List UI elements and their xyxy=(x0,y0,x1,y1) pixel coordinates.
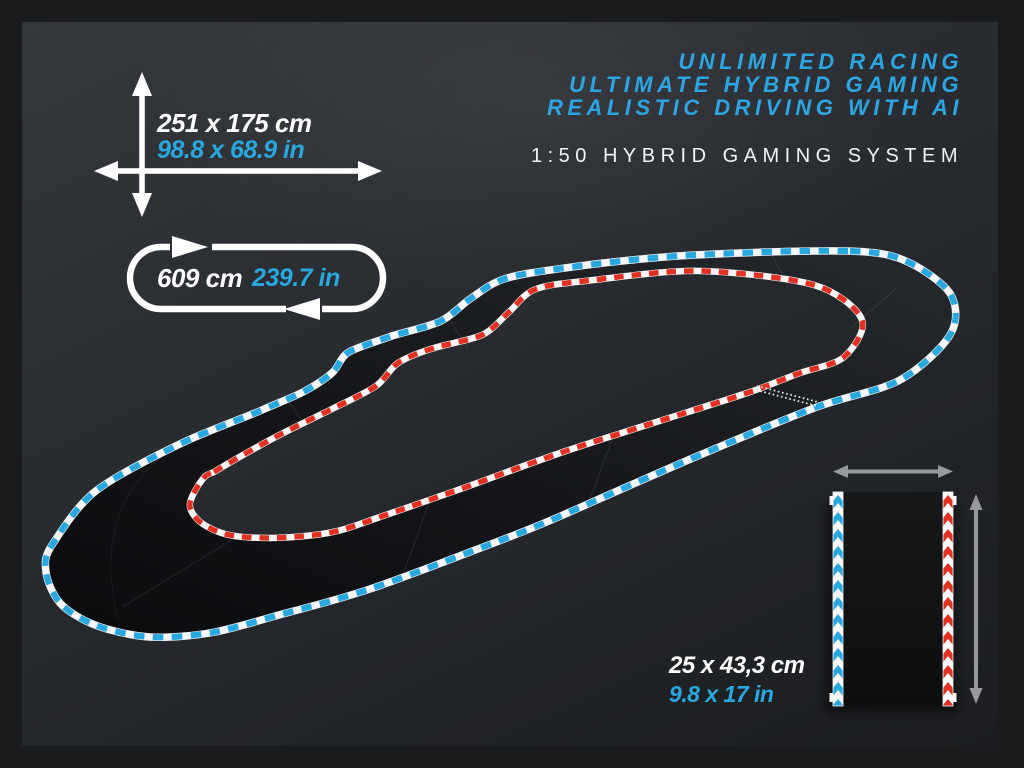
piece-imperial-label: 9.8 x 17 in xyxy=(669,681,774,707)
headline-line2: ULTIMATE HYBRID GAMING xyxy=(569,72,963,97)
piece-connector-tabs xyxy=(829,496,957,702)
headline-block: UNLIMITED RACING ULTIMATE HYBRID GAMING … xyxy=(547,50,963,119)
piece-left-curb-blue xyxy=(832,491,844,707)
start-finish-line xyxy=(755,385,819,407)
track-circuit xyxy=(41,247,960,641)
footprint-imperial-label: 98.8 x 68.9 in xyxy=(157,136,305,164)
piece-right-curb-red xyxy=(942,491,954,707)
piece-length-arrow-icon xyxy=(969,494,983,704)
headline-line1: UNLIMITED RACING xyxy=(678,49,963,74)
straight-piece xyxy=(825,465,983,714)
track-panel-seams xyxy=(110,251,899,621)
system-subtitle: 1:50 HYBRID GAMING SYSTEM xyxy=(530,145,963,167)
outer-curb-blue-dashes xyxy=(42,247,959,641)
inner-curb-red-dashes xyxy=(187,268,866,541)
footprint-arrows-icon xyxy=(94,72,382,217)
lap-length-metric-label: 609 cm xyxy=(157,263,243,293)
piece-metric-label: 25 x 43,3 cm xyxy=(669,652,805,679)
lap-length-imperial-label: 239.7 in xyxy=(252,264,340,292)
footprint-metric-label: 251 x 175 cm xyxy=(157,108,312,138)
piece-width-arrow-icon xyxy=(833,465,953,478)
lap-loop-arrow-icon xyxy=(126,236,387,320)
headline-line3: REALISTIC DRIVING WITH AI xyxy=(546,95,963,120)
piece-surface xyxy=(842,492,944,706)
